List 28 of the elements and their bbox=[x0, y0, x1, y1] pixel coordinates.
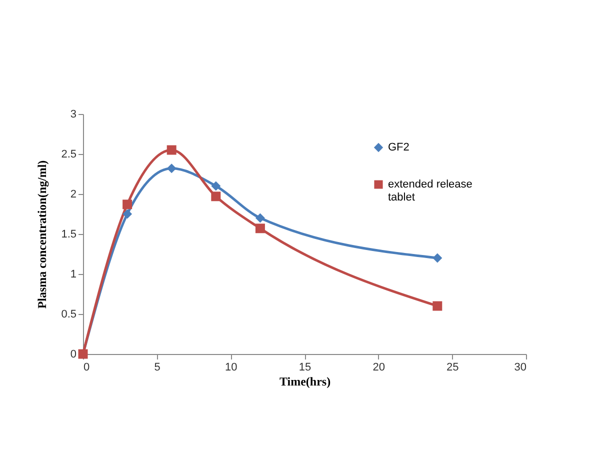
point bbox=[166, 145, 176, 155]
point bbox=[166, 164, 176, 174]
y-tick-label: 2 bbox=[70, 188, 76, 200]
x-tick-label: 0 bbox=[84, 362, 90, 374]
x-tick-label: 10 bbox=[225, 362, 238, 374]
point bbox=[432, 301, 442, 311]
y-axis-title: Plasma concentration(ng/ml) bbox=[35, 160, 50, 309]
y-tick-label: 1.5 bbox=[61, 228, 76, 240]
point bbox=[255, 213, 265, 223]
x-axis-title: Time(hrs) bbox=[279, 374, 331, 388]
point bbox=[122, 200, 132, 210]
point bbox=[211, 181, 221, 191]
point bbox=[255, 224, 265, 234]
x-tick-label: 5 bbox=[154, 362, 160, 374]
y-tick-label: 3 bbox=[70, 108, 76, 120]
y-tick-label: 0.5 bbox=[61, 308, 76, 320]
legend-label: GF2 bbox=[388, 142, 410, 154]
y-tick-label: 1 bbox=[70, 268, 76, 280]
x-tick-label: 20 bbox=[372, 362, 385, 374]
x-tick-label: 30 bbox=[514, 362, 526, 374]
point bbox=[122, 209, 132, 219]
x-tick-label: 25 bbox=[446, 362, 459, 374]
point bbox=[211, 192, 221, 202]
point bbox=[432, 253, 442, 263]
legend-label: extended release tablet bbox=[388, 178, 472, 204]
y-tick-label: 2.5 bbox=[61, 148, 76, 160]
x-tick-label: 15 bbox=[298, 362, 312, 374]
y-tick-label: 0 bbox=[70, 348, 76, 360]
